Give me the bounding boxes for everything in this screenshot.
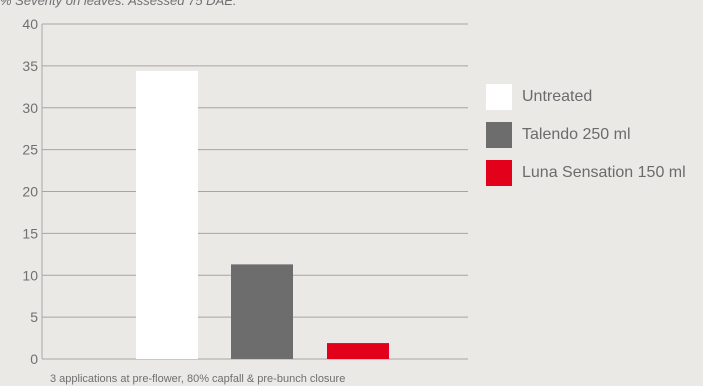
legend-swatch-untreated — [486, 84, 512, 110]
y-tick-label-40: 40 — [22, 16, 38, 32]
y-tick-label-30: 30 — [22, 100, 38, 116]
legend-item-untreated: Untreated — [486, 84, 703, 110]
legend-swatch-luna-sensation — [486, 160, 512, 186]
legend-label-talendo: Talendo 250 ml — [522, 126, 631, 143]
chart-title: % Severity on leaves. Assessed 75 DAE. — [0, 0, 237, 8]
x-axis-label: 3 applications at pre-flower, 80% capfal… — [50, 373, 346, 385]
y-tick-label-0: 0 — [30, 351, 38, 367]
legend-label-luna-sensation: Luna Sensation 150 ml — [522, 164, 686, 181]
chart-legend: Untreated Talendo 250 ml Luna Sensation … — [486, 84, 703, 198]
bar-untreated — [136, 70, 198, 360]
legend-swatch-talendo — [486, 122, 512, 148]
legend-item-luna-sensation: Luna Sensation 150 ml — [486, 160, 703, 186]
bar-talendo-250-ml — [231, 264, 293, 359]
y-tick-label-10: 10 — [22, 267, 38, 283]
y-tick-label-5: 5 — [30, 309, 38, 325]
legend-item-talendo: Talendo 250 ml — [486, 122, 703, 148]
y-tick-label-20: 20 — [22, 184, 38, 200]
y-tick-label-35: 35 — [22, 58, 38, 74]
y-tick-label-15: 15 — [22, 225, 38, 241]
y-tick-label-25: 25 — [22, 142, 38, 158]
legend-label-untreated: Untreated — [522, 88, 593, 105]
bar-luna-sensation-150-ml — [327, 343, 389, 359]
